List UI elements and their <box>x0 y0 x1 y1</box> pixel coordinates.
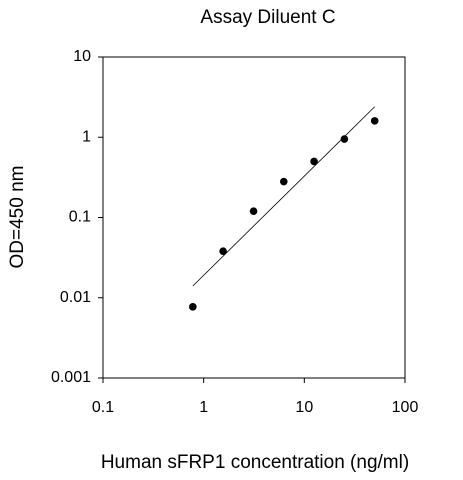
y-tick-label: 0.001 <box>51 369 91 386</box>
plot-frame <box>102 56 406 379</box>
y-axis-label: OD=450 nm <box>7 166 28 269</box>
x-tick-label: 10 <box>295 399 313 416</box>
data-point <box>370 117 379 125</box>
data-point <box>279 177 288 186</box>
x-tick-label: 1 <box>199 399 208 416</box>
x-tick-label: 0.1 <box>92 399 114 416</box>
data-point <box>189 303 197 311</box>
y-tick-label: 1 <box>82 128 91 145</box>
x-tick-label: 100 <box>392 399 419 416</box>
data-point <box>249 207 258 215</box>
y-tick-label: 0.1 <box>69 209 91 226</box>
data-point <box>219 247 227 256</box>
x-axis-label: Human sFRP1 concentration (ng/ml) <box>101 452 409 473</box>
y-tick-label: 10 <box>73 48 91 65</box>
data-point <box>340 135 349 143</box>
chart-title: Assay Diluent C <box>200 7 335 28</box>
y-tick-label: 0.01 <box>60 289 91 306</box>
fit-line <box>192 106 375 287</box>
data-point <box>310 157 318 166</box>
